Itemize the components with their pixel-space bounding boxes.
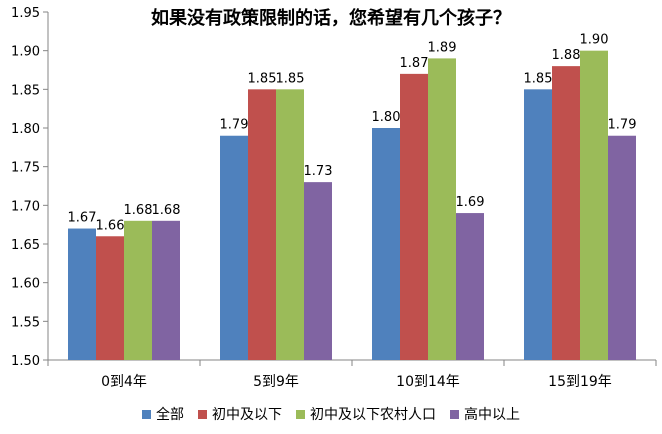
bar bbox=[276, 89, 304, 360]
legend-item: 初中及以下 bbox=[198, 404, 282, 424]
bar bbox=[524, 89, 552, 360]
legend: 全部 初中及以下 初中及以下农村人口 高中以上 bbox=[0, 403, 662, 425]
bar bbox=[248, 89, 276, 360]
legend-label: 初中及以下 bbox=[212, 407, 282, 423]
y-tick-label: 1.80 bbox=[11, 122, 40, 137]
data-label: 1.85 bbox=[276, 71, 305, 86]
legend-label: 初中及以下农村人口 bbox=[310, 407, 436, 423]
y-tick-label: 1.95 bbox=[11, 6, 40, 21]
data-label: 1.85 bbox=[248, 71, 277, 86]
legend-item: 初中及以下农村人口 bbox=[296, 404, 436, 424]
data-label: 1.73 bbox=[304, 164, 333, 179]
y-tick-label: 1.75 bbox=[11, 161, 40, 176]
legend-label: 全部 bbox=[156, 407, 184, 423]
bar bbox=[580, 50, 608, 361]
bar bbox=[68, 228, 96, 360]
legend-label: 高中以上 bbox=[464, 407, 520, 423]
data-label: 1.89 bbox=[428, 40, 457, 55]
bar bbox=[400, 73, 428, 360]
category-label: 10到14年 bbox=[396, 374, 460, 390]
data-label: 1.66 bbox=[96, 218, 125, 233]
bar bbox=[304, 182, 332, 360]
data-label: 1.68 bbox=[152, 203, 181, 218]
bar bbox=[608, 135, 636, 360]
data-label: 1.68 bbox=[124, 203, 153, 218]
data-label: 1.88 bbox=[552, 48, 581, 63]
data-label: 1.67 bbox=[68, 211, 97, 226]
legend-swatch bbox=[296, 409, 305, 419]
chart-title: 如果没有政策限制的话，您希望有几个孩子？ bbox=[151, 8, 511, 29]
category-label: 15到19年 bbox=[548, 374, 612, 390]
y-tick-label: 1.70 bbox=[11, 199, 40, 214]
legend-item: 高中以上 bbox=[450, 404, 520, 424]
bar bbox=[456, 213, 484, 360]
data-label: 1.80 bbox=[372, 110, 401, 125]
y-tick-label: 1.55 bbox=[11, 315, 40, 330]
bar bbox=[152, 220, 180, 360]
data-label: 1.90 bbox=[580, 33, 609, 48]
category-label: 0到4年 bbox=[101, 374, 147, 390]
bar bbox=[96, 236, 124, 360]
legend-swatch bbox=[450, 409, 459, 419]
legend-item: 全部 bbox=[142, 404, 184, 424]
y-tick-label: 1.50 bbox=[11, 354, 40, 369]
bar bbox=[124, 220, 152, 360]
data-label: 1.79 bbox=[220, 118, 249, 133]
bar bbox=[372, 128, 400, 360]
y-tick-label: 1.90 bbox=[11, 45, 40, 60]
data-label: 1.69 bbox=[456, 195, 485, 210]
y-tick-label: 1.85 bbox=[11, 83, 40, 98]
y-tick-label: 1.60 bbox=[11, 277, 40, 292]
data-label: 1.85 bbox=[524, 71, 553, 86]
plot-area: 1.50 1.55 1.60 1.65 1.70 1.75 1.80 1.85 1.90 1.95… bbox=[11, 6, 657, 390]
category-label: 5到9年 bbox=[253, 374, 299, 390]
bar bbox=[220, 135, 248, 360]
legend-swatch bbox=[198, 409, 207, 419]
legend-swatch bbox=[142, 409, 151, 419]
y-tick-label: 1.65 bbox=[11, 238, 40, 253]
bar bbox=[552, 66, 580, 360]
data-label: 1.79 bbox=[608, 118, 637, 133]
data-label: 1.87 bbox=[400, 56, 429, 71]
bar bbox=[428, 58, 456, 361]
